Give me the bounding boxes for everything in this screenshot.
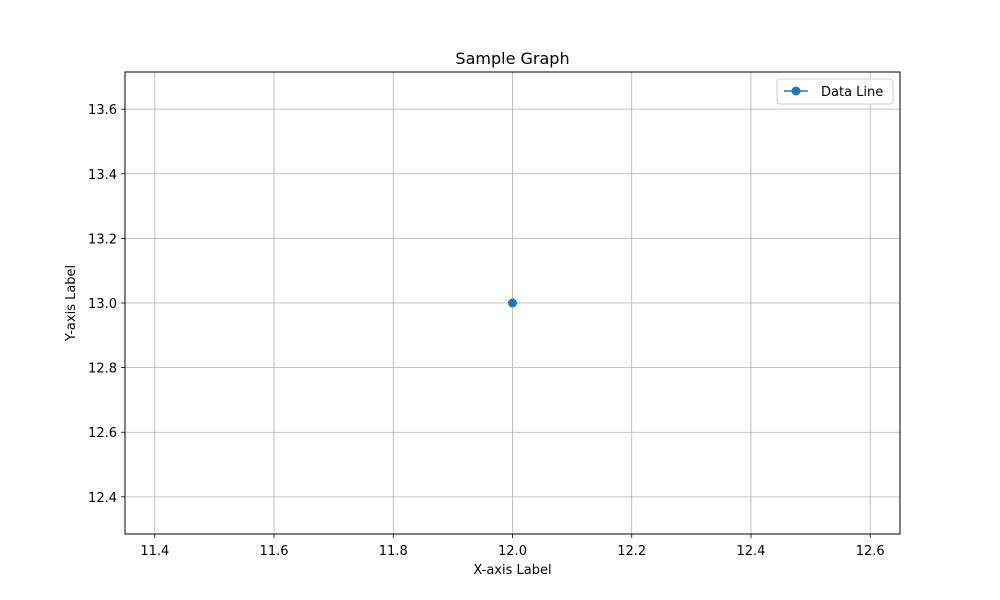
- y-tick-label: 12.8: [88, 362, 117, 377]
- data-point: [508, 298, 517, 308]
- legend-marker: [791, 86, 801, 96]
- x-tick-label: 11.6: [260, 544, 289, 559]
- x-tick-label: 11.4: [140, 544, 169, 559]
- y-tick-label: 13.6: [88, 103, 117, 118]
- x-tick-label: 12.4: [736, 544, 765, 559]
- legend-box: [776, 78, 894, 105]
- chart-title: Sample Graph: [455, 49, 569, 68]
- y-tick-label: 13.0: [88, 297, 117, 312]
- y-axis-title: Y-axis Label: [64, 265, 79, 342]
- y-axis: 12.4 12.6 12.8 13.0 13.2 13.4 13.6: [88, 103, 125, 506]
- y-tick-label: 12.4: [88, 491, 117, 506]
- x-tick-label: 11.8: [379, 544, 408, 559]
- y-tick-label: 12.6: [88, 426, 117, 441]
- legend-label: Data Line: [821, 85, 883, 100]
- series-layer: [508, 298, 517, 308]
- y-tick-label: 13.2: [88, 232, 117, 247]
- y-tick-label: 13.4: [88, 168, 117, 183]
- x-tick-label: 12.2: [617, 544, 646, 559]
- x-axis-title: X-axis Label: [473, 563, 551, 578]
- legend: Data Line: [776, 78, 894, 105]
- x-axis: 11.4 11.6 11.8 12.0 12.2 12.4 12.6: [140, 534, 885, 559]
- x-tick-label: 12.6: [856, 544, 885, 559]
- x-tick-label: 12.0: [498, 544, 527, 559]
